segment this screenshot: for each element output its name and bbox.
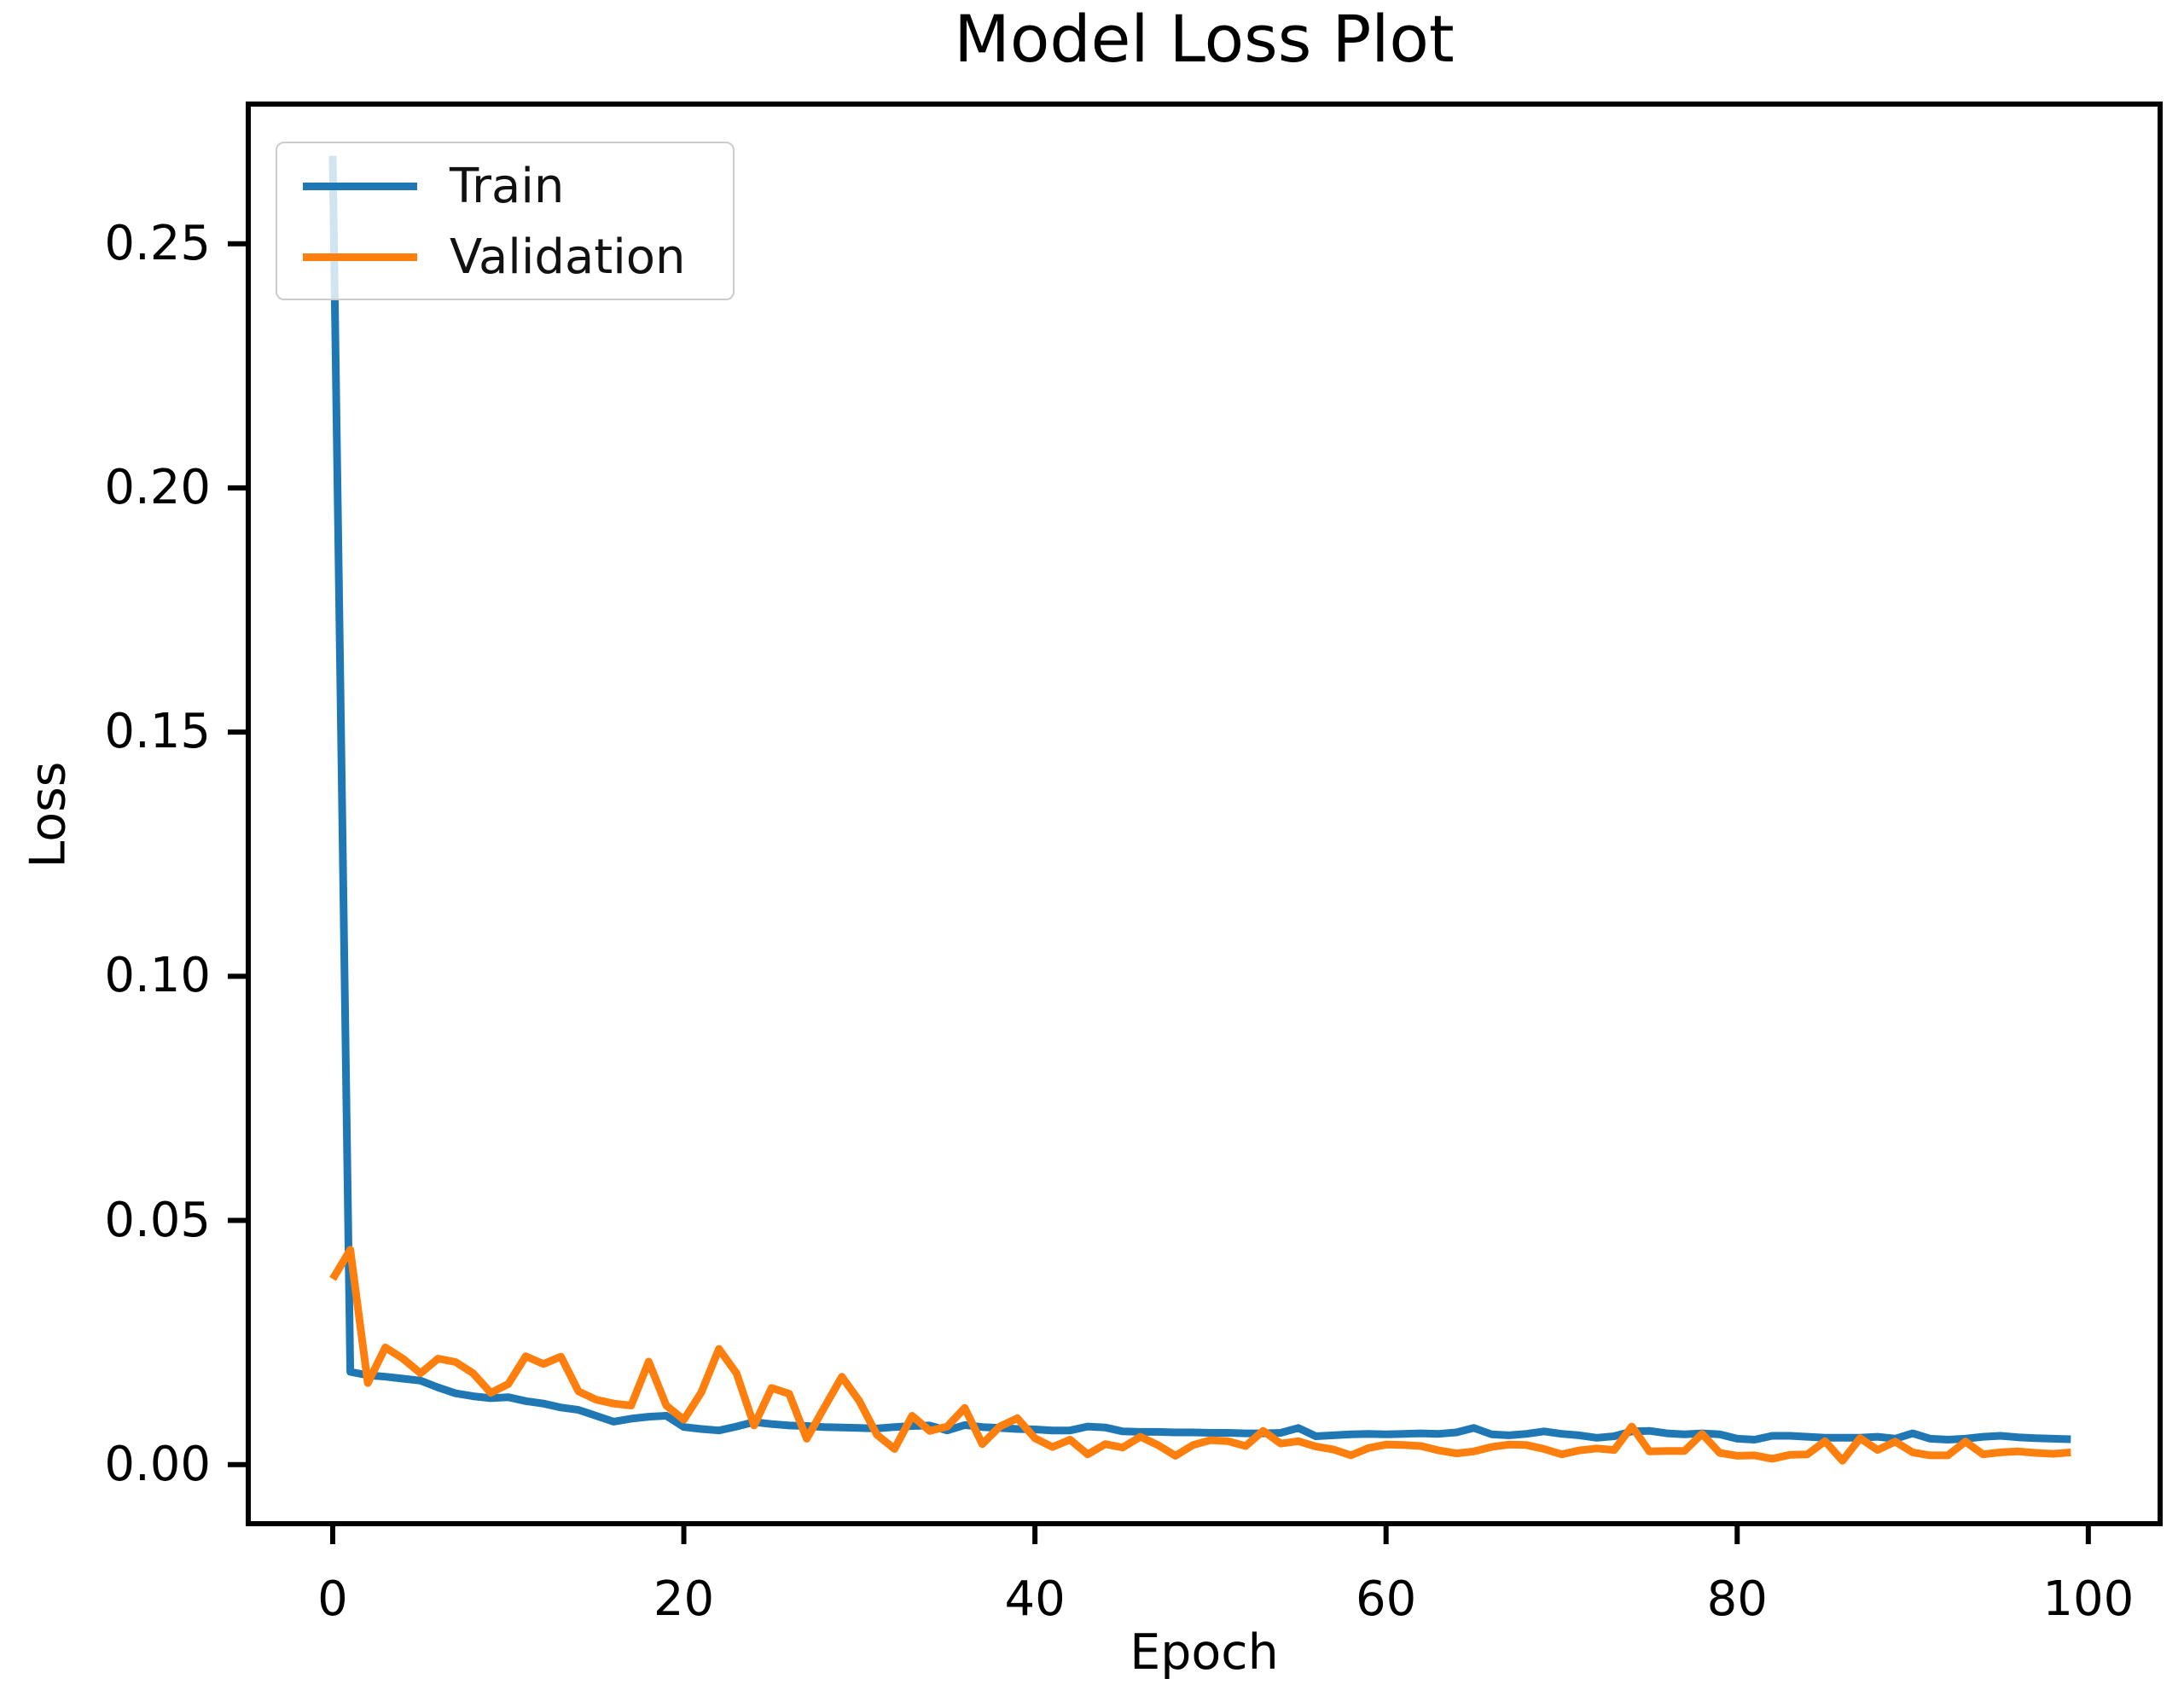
train-line [328,155,2071,1444]
x-tick-label: 100 [2042,1571,2135,1627]
y-tick-label: 0.10 [104,948,211,1004]
y-axis-label: Loss [20,761,77,868]
y-tick-label: 0.25 [104,215,211,271]
y-tick-label: 0.20 [104,459,211,515]
x-tick-label: 80 [1706,1571,1768,1627]
y-tick-label: 0.15 [104,704,211,760]
x-tick-label: 60 [1356,1571,1417,1627]
x-tick-label: 40 [1004,1571,1066,1627]
y-tick-label: 0.00 [104,1436,211,1492]
legend-label-validation: Validation [450,229,686,285]
train-line-swatch [303,183,417,190]
x-axis-label: Epoch [1130,1624,1279,1681]
legend-item-validation: Validation [277,222,733,293]
validation-line [329,1246,2071,1465]
axes-border [246,102,2163,1526]
legend-item-train: Train [277,151,733,222]
x-tick-label: 20 [653,1571,715,1627]
legend-label-train: Train [450,158,565,214]
legend: Train Validation [276,142,735,300]
y-tick-label: 0.05 [104,1192,211,1248]
x-tick-label: 0 [317,1571,348,1627]
validation-line-swatch [303,253,417,261]
chart-title: Model Loss Plot [954,1,1455,77]
